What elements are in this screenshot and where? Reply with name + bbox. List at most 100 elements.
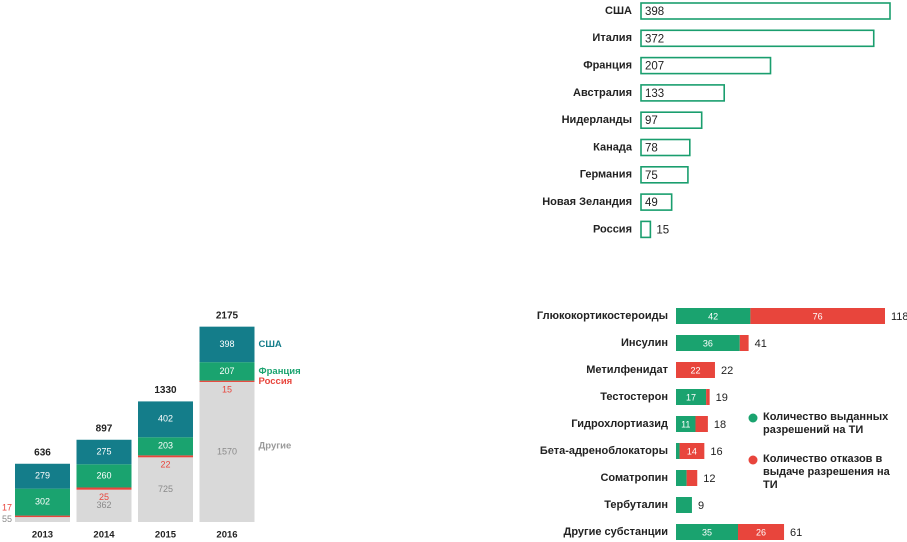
category-label: Гидрохлортиазид — [571, 418, 668, 430]
segment-label: 207 — [219, 366, 234, 376]
category-label: Канада — [593, 141, 633, 153]
category-label: США — [605, 5, 632, 17]
segment — [676, 416, 696, 432]
category-label: Бета-адреноблокаторы — [540, 445, 668, 457]
segment-label: 11 — [681, 419, 690, 429]
category-label: Метилфенидат — [586, 364, 668, 376]
category-label: Нидерланды — [562, 114, 632, 126]
segment-label: 35 — [702, 527, 712, 537]
segment — [138, 455, 193, 458]
value-label: 372 — [645, 33, 664, 45]
category-label: Германия — [580, 169, 632, 181]
segment — [676, 443, 680, 459]
segment-label: 42 — [708, 311, 718, 321]
bar — [640, 2, 891, 20]
value-label: 207 — [645, 61, 664, 73]
segment — [750, 308, 885, 324]
segment-label: 22 — [160, 460, 170, 470]
segment — [76, 489, 132, 522]
total-label: 12 — [703, 473, 715, 485]
category-label: Австралия — [573, 87, 632, 99]
value-label: 398 — [645, 6, 664, 18]
total-label: 19 — [716, 392, 728, 404]
segment-label: 260 — [96, 470, 111, 480]
legend-label: Другие — [259, 440, 292, 451]
total-label: 16 — [710, 446, 722, 458]
segment-label: 36 — [703, 338, 713, 348]
segment-label: 279 — [35, 471, 50, 481]
segment — [737, 524, 785, 540]
value-label: 78 — [645, 143, 658, 155]
bar — [640, 220, 652, 239]
total-label: 897 — [96, 423, 113, 434]
segment — [76, 487, 132, 490]
segment-label: 76 — [813, 311, 823, 321]
segment — [676, 389, 707, 405]
total-label: 1330 — [154, 385, 177, 396]
x-label: 2015 — [155, 530, 177, 541]
segment — [15, 517, 70, 522]
segment — [686, 470, 698, 486]
segment-label: 17 — [2, 503, 12, 513]
total-label: 636 — [34, 447, 51, 458]
category-label: Италия — [592, 32, 632, 44]
segment — [739, 335, 749, 351]
segment — [695, 416, 708, 432]
x-label: 2016 — [216, 530, 237, 541]
segment — [15, 463, 70, 489]
legend-marker — [748, 413, 758, 423]
total-label: 2175 — [216, 310, 239, 321]
segment — [15, 515, 70, 518]
segment-label: 398 — [219, 339, 234, 349]
value-label: 75 — [645, 170, 658, 182]
segment — [676, 362, 715, 378]
total-label: 61 — [790, 527, 802, 539]
x-label: 2013 — [32, 530, 53, 541]
total-label: 22 — [721, 365, 733, 377]
segment — [706, 389, 710, 405]
category-label: Тестостерон — [600, 391, 668, 403]
bar — [640, 166, 689, 184]
value-label: 97 — [645, 115, 658, 127]
legend-label: Франция — [259, 366, 301, 377]
segment — [676, 470, 687, 486]
segment — [676, 335, 740, 351]
value-label: 15 — [656, 224, 669, 236]
bar — [640, 29, 875, 48]
legend-label: Количество отказов в выдаче разрешения н… — [763, 453, 890, 491]
category-label: Новая Зеландия — [542, 196, 632, 208]
category-label: Тербуталин — [604, 499, 668, 511]
x-label: 2014 — [93, 530, 115, 541]
segment-label: 275 — [96, 446, 111, 456]
value-label: 49 — [645, 197, 658, 209]
segment — [199, 381, 255, 522]
segment — [676, 524, 738, 540]
legend-marker — [748, 455, 758, 465]
bar — [640, 138, 691, 157]
segment-label: 725 — [158, 484, 173, 494]
legend-label: Количество выданных разрешений на ТИ — [763, 411, 889, 436]
category-label: Глюкокортикостероиды — [537, 310, 668, 322]
category-label: Россия — [593, 223, 632, 235]
value-label: 133 — [645, 88, 664, 100]
legend-label: Россия — [259, 376, 293, 387]
bar — [640, 84, 726, 102]
total-label: 18 — [714, 419, 726, 431]
segment-label: 26 — [756, 527, 766, 537]
legend-label: США — [259, 339, 282, 350]
segment — [199, 326, 255, 363]
segment-label: 14 — [687, 446, 697, 456]
segment — [138, 401, 193, 438]
segment-label: 203 — [158, 441, 173, 451]
segment-label: 1570 — [217, 446, 237, 456]
segment-label: 402 — [158, 414, 173, 424]
segment — [679, 443, 705, 459]
bar — [640, 111, 703, 129]
segment — [676, 497, 692, 513]
segment — [199, 380, 255, 382]
segment — [15, 488, 70, 516]
total-label: 118 — [891, 311, 907, 323]
category-label: Франция — [583, 60, 632, 72]
